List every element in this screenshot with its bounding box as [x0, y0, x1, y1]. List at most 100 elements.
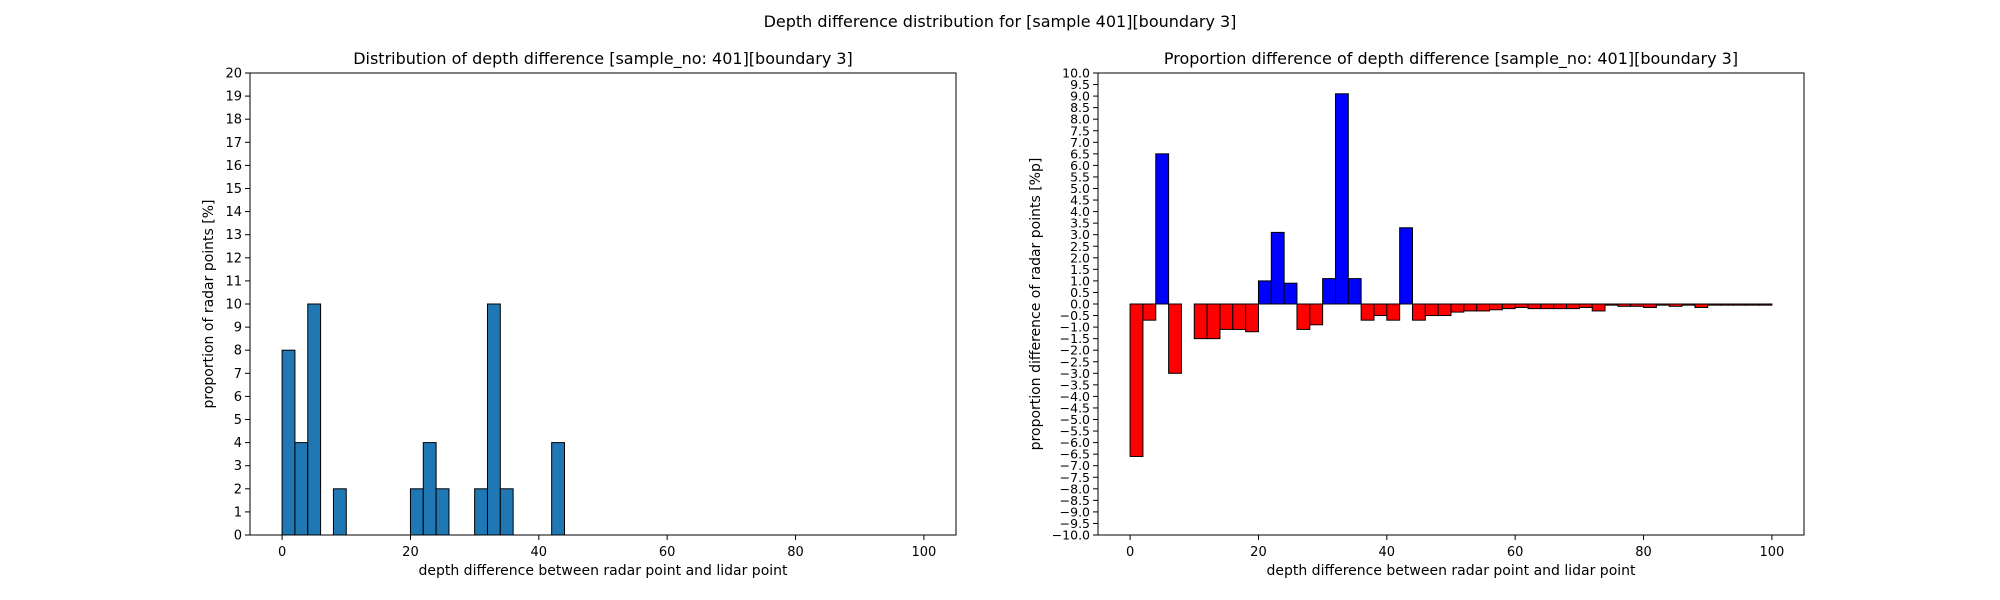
bar	[1527, 303, 1542, 310]
bar	[499, 488, 514, 536]
y-tick-label: 6.5	[1070, 146, 1090, 161]
y-tick-label: 1.0	[1070, 273, 1090, 288]
bar	[1309, 303, 1324, 326]
right-chart-title: Proportion difference of depth differenc…	[1164, 49, 1738, 69]
bar	[1296, 303, 1311, 330]
x-tick-label: 80	[787, 545, 804, 560]
y-tick-label: −3.0	[1060, 366, 1090, 381]
left-y-axis-label: proportion of radar points [%]	[201, 199, 217, 408]
y-tick-label: 4.5	[1070, 193, 1090, 208]
y-tick-label: 5.0	[1070, 181, 1090, 196]
bar	[1206, 303, 1221, 340]
y-tick-label: 0.5	[1070, 285, 1090, 300]
y-tick-label: 15	[225, 182, 242, 197]
y-tick-label: 7.0	[1070, 135, 1090, 150]
y-tick-label: 10	[225, 298, 242, 313]
y-tick-label: 6.0	[1070, 158, 1090, 173]
y-tick-label: −4.0	[1060, 389, 1090, 404]
bar	[332, 488, 347, 536]
y-tick-label: 7	[234, 367, 242, 382]
y-tick-label: 6	[234, 390, 242, 405]
bar	[1219, 303, 1234, 330]
y-tick-label: 7.5	[1070, 123, 1090, 138]
bar	[1168, 303, 1182, 374]
y-tick-label: 4.0	[1070, 204, 1090, 219]
y-tick-label: −0.5	[1060, 308, 1090, 323]
bar	[1270, 231, 1285, 305]
bar	[1437, 303, 1452, 317]
bar	[474, 488, 488, 536]
y-tick-label: 8.5	[1070, 100, 1090, 115]
y-tick-label: 5.5	[1070, 169, 1090, 184]
y-tick-label: −5.0	[1060, 412, 1090, 427]
y-tick-label: −6.0	[1060, 435, 1090, 450]
y-tick-label: 2	[234, 482, 242, 497]
right-x-ticks: 0 20 40 60 80 100	[1126, 535, 1784, 560]
bar	[1604, 303, 1619, 306]
bar	[486, 303, 501, 536]
bar	[1232, 303, 1247, 330]
bar	[1643, 303, 1657, 308]
y-tick-label: 8.0	[1070, 112, 1090, 127]
bar	[1399, 227, 1413, 305]
bar	[1655, 303, 1670, 306]
left-plot-frame	[249, 72, 957, 536]
x-tick-label: 20	[402, 545, 419, 560]
bar	[1758, 303, 1773, 306]
bar	[1257, 280, 1272, 305]
y-tick-label: 18	[225, 113, 242, 128]
x-tick-label: 40	[531, 545, 548, 560]
bar	[435, 488, 450, 536]
y-tick-label: −8.0	[1060, 481, 1090, 496]
figure-suptitle: Depth difference distribution for [sampl…	[764, 12, 1237, 31]
y-tick-label: −1.5	[1060, 331, 1090, 346]
bar	[1617, 303, 1632, 307]
y-tick-label: 9	[234, 321, 242, 336]
x-tick-label: 100	[911, 545, 936, 560]
x-tick-label: 100	[1759, 545, 1784, 560]
y-tick-label: 12	[225, 251, 242, 266]
bar	[1501, 303, 1516, 310]
bar	[1630, 303, 1645, 307]
bar	[409, 488, 424, 536]
left-x-axis-label: depth difference between radar point and…	[418, 563, 788, 579]
y-tick-label: 2.5	[1070, 239, 1090, 254]
left-bars	[281, 303, 565, 536]
bar	[1142, 303, 1157, 321]
bar	[1681, 303, 1696, 306]
bar	[1745, 303, 1760, 306]
y-tick-label: 14	[225, 205, 242, 220]
right-plot-frame	[1097, 72, 1805, 536]
y-tick-label: 16	[225, 159, 242, 174]
bar	[1489, 303, 1503, 311]
y-tick-label: 3.5	[1070, 216, 1090, 231]
x-tick-label: 60	[1507, 545, 1524, 560]
bar	[422, 442, 437, 536]
right-y-ticks: −10.0−9.5−9.0−8.5−8.0−7.5−7.0−6.5−6.0−5.…	[1052, 66, 1098, 543]
y-tick-label: 11	[225, 274, 242, 289]
y-tick-label: 17	[225, 136, 242, 151]
y-tick-label: 10.0	[1062, 66, 1090, 81]
bar	[1668, 303, 1683, 307]
bar	[1553, 303, 1568, 310]
bar	[1720, 303, 1734, 306]
y-tick-label: −9.5	[1060, 516, 1090, 531]
y-tick-label: −2.5	[1060, 354, 1090, 369]
bar	[1386, 303, 1401, 321]
y-tick-label: 3	[234, 459, 242, 474]
bar	[1463, 303, 1478, 312]
right-bars	[1129, 93, 1773, 457]
y-tick-label: 2.0	[1070, 250, 1090, 265]
bar	[1450, 303, 1465, 313]
bar	[1476, 303, 1491, 312]
bar	[294, 442, 309, 536]
bar	[1347, 278, 1362, 305]
y-tick-label: 9.5	[1070, 77, 1090, 92]
y-tick-label: 1.5	[1070, 262, 1090, 277]
y-tick-label: 13	[225, 228, 242, 243]
y-tick-label: −6.5	[1060, 447, 1090, 462]
y-tick-label: −1.0	[1060, 320, 1090, 335]
x-tick-label: 20	[1250, 545, 1267, 560]
x-tick-label: 0	[278, 545, 286, 560]
